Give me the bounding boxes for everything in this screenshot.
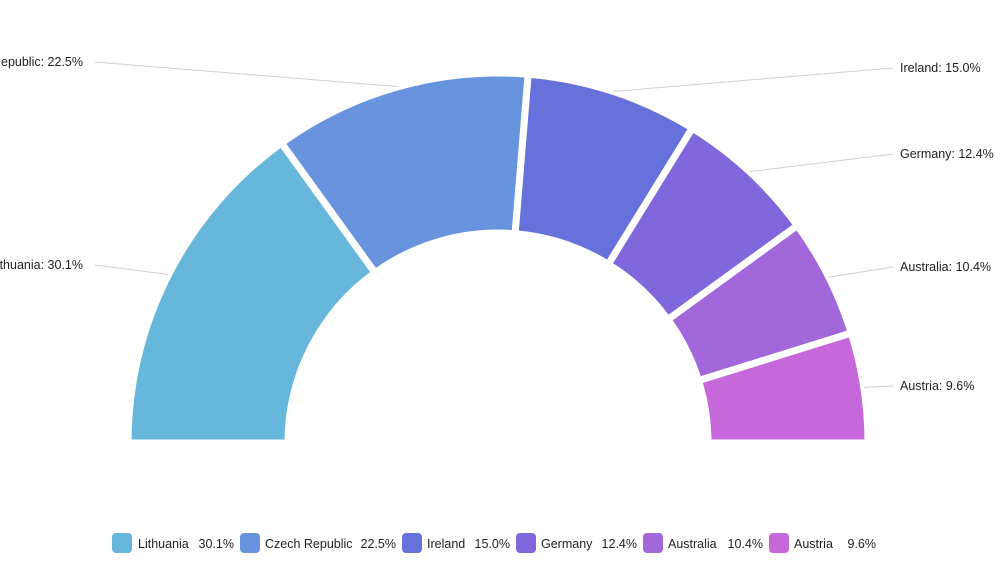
legend-item-germany[interactable]: Germany 12.4% [516, 533, 637, 553]
legend-label: Germany [541, 537, 593, 551]
legend-value: 10.4% [728, 537, 763, 551]
legend-marker [516, 533, 536, 553]
legend-label: Ireland [427, 537, 465, 551]
slice-lithuania[interactable] [124, 139, 379, 447]
legend-item-lithuania[interactable]: Lithuania 30.1% [112, 533, 234, 553]
label-leader-line [94, 61, 399, 88]
label-leader-line [613, 67, 894, 92]
legend-value: 30.1% [199, 537, 234, 551]
legend-marker [240, 533, 260, 553]
legend-item-austria[interactable]: Austria 9.6% [769, 533, 876, 553]
slice-label: Australia: 10.4% [900, 260, 991, 274]
legend-label: Czech Republic [265, 537, 353, 551]
slice-austria[interactable] [695, 329, 872, 447]
legend: Lithuania 30.1% Czech Republic 22.5% Ireland… [112, 533, 876, 553]
legend-marker [402, 533, 422, 553]
slice-label: Ireland: 15.0% [900, 61, 981, 75]
legend-value: 12.4% [602, 537, 637, 551]
legend-value: 15.0% [475, 537, 510, 551]
slice-label: Germany: 12.4% [900, 147, 994, 161]
legend-item-australia[interactable]: Australia 10.4% [643, 533, 763, 553]
label-leader-line [863, 385, 894, 388]
label-leader-line [828, 266, 894, 278]
legend-marker [769, 533, 789, 553]
legend-label: Australia [668, 537, 717, 551]
slice-label: Austria: 9.6% [900, 379, 974, 393]
legend-marker [112, 533, 132, 553]
legend-item-czech-republic[interactable]: Czech Republic 22.5% [240, 533, 396, 553]
legend-value: 9.6% [848, 537, 877, 551]
legend-marker [643, 533, 663, 553]
label-leader-line [749, 153, 894, 173]
slice-label: Lithuania: 30.1% [0, 258, 83, 272]
legend-value: 22.5% [361, 537, 396, 551]
legend-label: Lithuania [138, 537, 189, 551]
legend-item-ireland[interactable]: Ireland 15.0% [402, 533, 510, 553]
legend-label: Austria [794, 537, 833, 551]
slice-label: Czech Republic: 22.5% [0, 55, 83, 69]
label-leader-line [94, 264, 169, 276]
